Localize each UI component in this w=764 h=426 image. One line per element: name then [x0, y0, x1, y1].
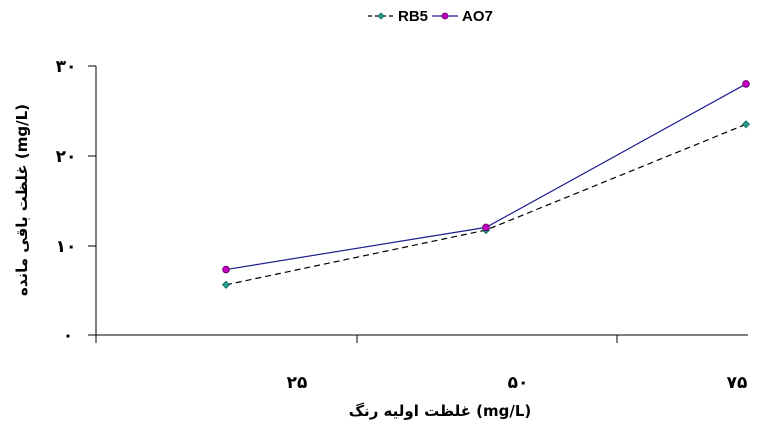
data-point-ao7 — [482, 223, 490, 232]
y-tick-label: ۲۰ — [56, 147, 77, 167]
y-axis-title: غلظت باقی مانده (mg/L) — [13, 104, 31, 296]
x-tick-label: ۲۵ — [287, 373, 308, 393]
x-tick-label: ۵۰ — [508, 373, 529, 393]
y-tick-label: ۰ — [63, 326, 73, 346]
x-axis-title: غلظت اولیه رنگ (mg/L) — [349, 402, 532, 420]
x-axis: ۲۵ ۵۰ ۷۵ غلظت اولیه رنگ (mg/L) — [95, 334, 748, 420]
legend-marker-ao7 — [441, 12, 449, 20]
data-point-ao7 — [222, 265, 230, 274]
plot-area — [221, 80, 751, 289]
data-point-rb5 — [741, 120, 751, 129]
legend-marker-rb5 — [377, 12, 385, 20]
x-tick-label: ۷۵ — [727, 373, 748, 393]
data-point-ao7 — [742, 80, 750, 88]
y-axis: ۰ ۱۰ ۲۰ ۳۰ غلظت باقی مانده (mg/L) — [13, 57, 97, 346]
data-point-rb5 — [221, 280, 231, 289]
legend: RB5 AO7 — [368, 8, 493, 25]
y-tick-label: ۱۰ — [56, 237, 77, 257]
series-line-ao7 — [225, 83, 747, 271]
series-line-rb5 — [225, 123, 747, 286]
y-tick-label: ۳۰ — [56, 57, 77, 77]
legend-label-rb5: RB5 — [398, 8, 428, 25]
legend-label-ao7: AO7 — [462, 8, 493, 25]
